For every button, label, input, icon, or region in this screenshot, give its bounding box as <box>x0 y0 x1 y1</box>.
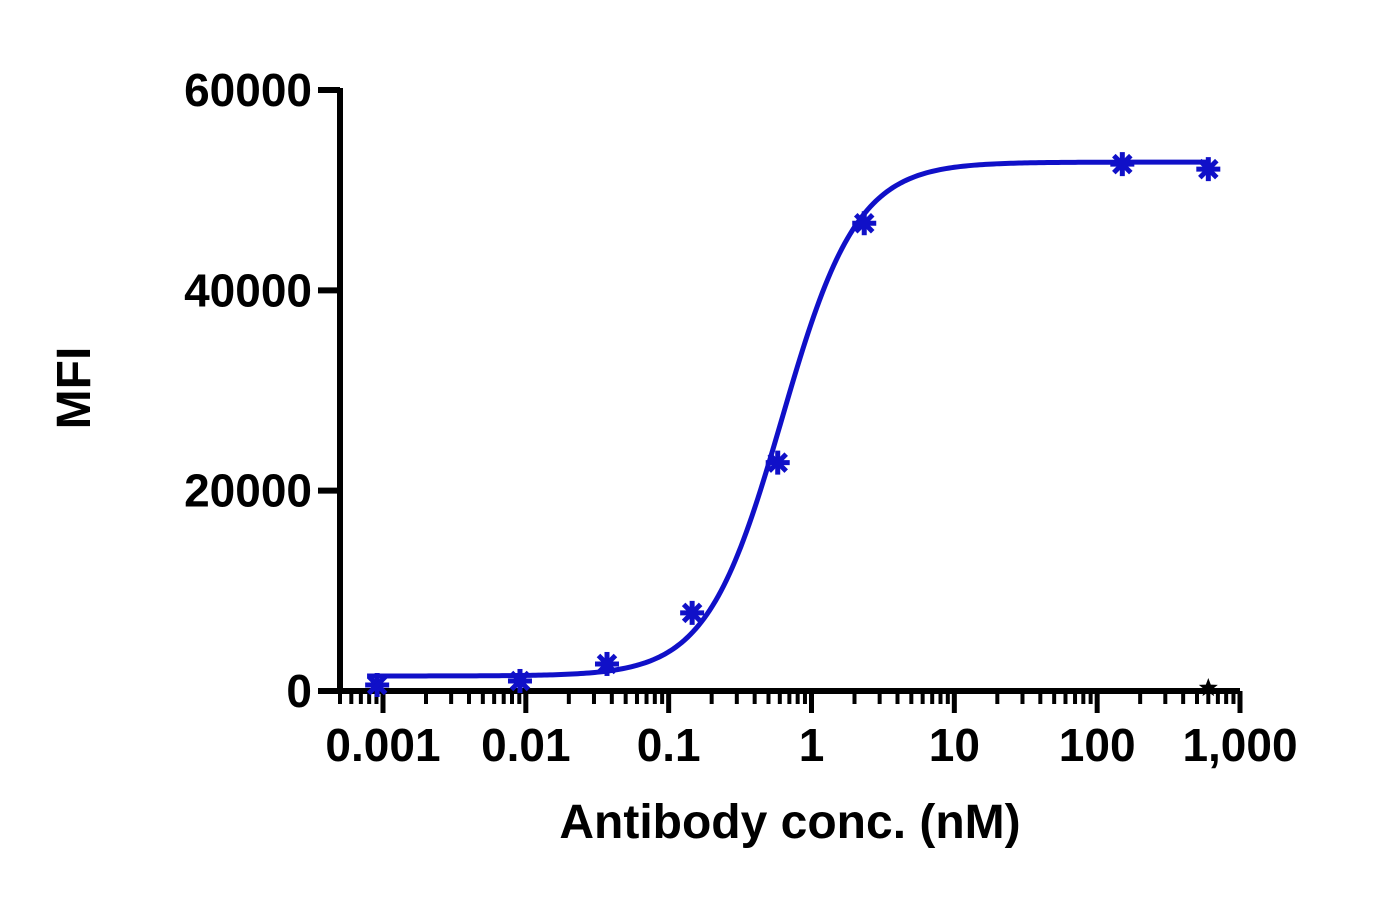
ticks: 0 20000 40000 60000 0.001 0.01 0.1 1 10 100 1,000 <box>184 64 1297 771</box>
x-axis-title: Antibody conc. (nM) <box>559 796 1020 849</box>
data-point <box>1196 157 1221 182</box>
x-tick-label: 100 <box>1059 719 1136 771</box>
data-point <box>1198 678 1218 697</box>
y-axis-title: MFI <box>48 347 101 430</box>
data-point <box>852 211 877 236</box>
labels: Antibody conc. (nM) MFI <box>48 347 1021 849</box>
data-point <box>680 600 705 625</box>
data-point <box>507 668 532 693</box>
x-tick-label: 0.01 <box>481 719 571 771</box>
data-points <box>365 152 1221 697</box>
x-tick-label: 1 <box>799 719 825 771</box>
data-point <box>1110 152 1135 177</box>
x-tick-label: 1,000 <box>1182 719 1297 771</box>
x-tick-label: 0.001 <box>325 719 440 771</box>
y-tick-label: 0 <box>286 665 312 717</box>
y-tick-label: 60000 <box>184 64 312 116</box>
data-point <box>594 651 619 676</box>
data-point <box>365 672 390 697</box>
x-tick-label: 0.1 <box>637 719 701 771</box>
y-tick-label: 40000 <box>184 264 312 316</box>
y-tick-label: 20000 <box>184 465 312 517</box>
fit-curve <box>367 159 1211 679</box>
x-tick-label: 10 <box>929 719 980 771</box>
fit-curves <box>367 159 1211 679</box>
data-point <box>765 450 790 475</box>
